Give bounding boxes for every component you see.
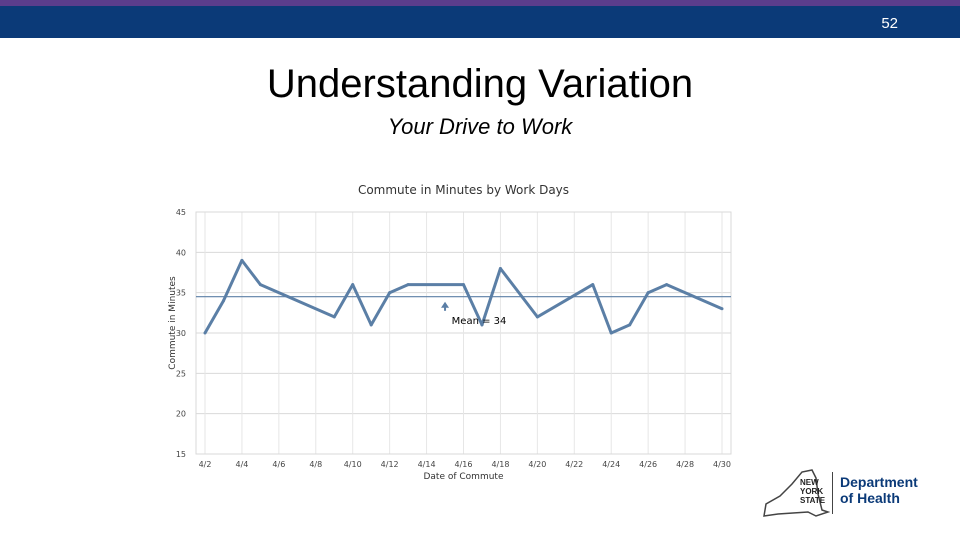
data-point bbox=[591, 283, 595, 287]
data-point bbox=[462, 283, 465, 287]
x-tick-label: 4/8 bbox=[309, 460, 322, 469]
data-point bbox=[480, 323, 484, 327]
data-point bbox=[332, 315, 336, 319]
x-tick-label: 4/2 bbox=[199, 460, 212, 469]
y-tick-label: 40 bbox=[176, 248, 186, 257]
logo-dept-line1: Department bbox=[840, 474, 918, 490]
y-tick-label: 20 bbox=[176, 410, 186, 419]
data-point bbox=[406, 283, 410, 287]
x-tick-label: 4/12 bbox=[381, 460, 399, 469]
x-axis-label: Date of Commute bbox=[423, 472, 503, 482]
slide-subtitle: Your Drive to Work bbox=[387, 114, 573, 139]
logo-department-text: Department of Health bbox=[840, 474, 918, 506]
x-tick-label: 4/22 bbox=[565, 460, 583, 469]
x-tick-label: 4/20 bbox=[528, 460, 546, 469]
y-tick-label: 15 bbox=[176, 450, 186, 459]
data-point bbox=[535, 315, 539, 319]
data-point bbox=[628, 323, 632, 327]
nys-health-logo: Department of Health NEW YORK STATE bbox=[758, 466, 928, 524]
logo-state-text: NEW YORK STATE bbox=[800, 478, 826, 505]
data-point bbox=[240, 258, 244, 262]
y-tick-label: 30 bbox=[176, 329, 186, 338]
data-point bbox=[720, 307, 724, 311]
header-bar: 52 bbox=[0, 0, 960, 38]
x-tick-label: 4/16 bbox=[455, 460, 473, 469]
data-point bbox=[665, 283, 669, 287]
x-tick-label: 4/14 bbox=[418, 460, 436, 469]
logo-dept-line2: of Health bbox=[840, 490, 900, 506]
data-point bbox=[203, 331, 207, 335]
y-tick-label: 35 bbox=[176, 289, 186, 298]
data-point bbox=[646, 291, 650, 295]
data-point bbox=[258, 283, 262, 287]
plot-area bbox=[195, 211, 732, 455]
new-york-state-map-icon bbox=[763, 469, 831, 517]
y-tick-label: 25 bbox=[176, 369, 186, 378]
x-tick-label: 4/28 bbox=[676, 460, 694, 469]
data-point bbox=[351, 283, 355, 287]
mean-arrow-head bbox=[441, 301, 450, 308]
x-tick-label: 4/24 bbox=[602, 460, 620, 469]
data-point bbox=[388, 291, 392, 295]
x-tick-label: 4/26 bbox=[639, 460, 657, 469]
chart-title: Commute in Minutes by Work Days bbox=[358, 183, 569, 197]
x-tick-label: 4/18 bbox=[491, 460, 509, 469]
slide-title: Understanding Variation bbox=[266, 62, 694, 106]
data-point bbox=[221, 299, 225, 303]
slide-number: 52 bbox=[881, 15, 898, 32]
x-tick-label: 4/4 bbox=[235, 460, 248, 469]
y-axis-label: Commute in Minutes bbox=[168, 276, 178, 370]
data-point bbox=[609, 331, 613, 335]
x-tick-label: 4/6 bbox=[272, 460, 285, 469]
logo-separator bbox=[832, 472, 833, 514]
data-point bbox=[369, 323, 373, 327]
x-tick-label: 4/30 bbox=[713, 460, 731, 469]
data-point bbox=[498, 266, 502, 270]
y-tick-label: 45 bbox=[176, 208, 186, 217]
mean-annotation: Mean = 34 bbox=[452, 316, 507, 327]
x-tick-label: 4/10 bbox=[344, 460, 362, 469]
